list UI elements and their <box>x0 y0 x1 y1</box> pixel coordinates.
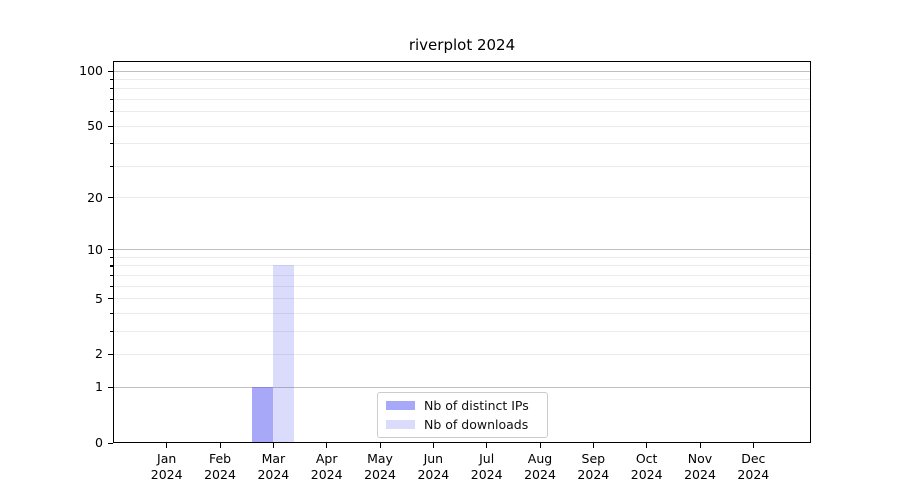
chart-title: riverplot 2024 <box>408 36 516 54</box>
minor-gridline <box>114 165 810 167</box>
x-tick-label: Apr 2024 <box>310 451 343 482</box>
minor-gridline <box>114 78 810 80</box>
y-minor-tick-mark <box>110 298 113 300</box>
minor-gridline <box>114 298 810 300</box>
minor-gridline <box>114 285 810 287</box>
y-minor-tick-mark <box>110 78 113 81</box>
major-gridline <box>114 386 810 388</box>
y-tick-label: 0 <box>95 435 103 450</box>
x-tick-label: Jun 2024 <box>417 451 450 482</box>
legend: Nb of distinct IPs Nb of downloads <box>377 392 548 438</box>
minor-gridline <box>114 312 810 314</box>
plot-area <box>113 61 811 443</box>
x-tick-label: Aug 2024 <box>524 451 556 482</box>
y-minor-tick-mark <box>110 274 113 277</box>
y-minor-tick-mark <box>110 197 113 199</box>
y-minor-tick-mark <box>110 98 113 101</box>
x-tick-mark <box>539 443 541 448</box>
x-tick-mark <box>699 443 701 448</box>
x-tick-mark <box>592 443 595 448</box>
x-tick-label: May 2024 <box>364 451 396 482</box>
minor-gridline <box>114 256 810 258</box>
x-tick-mark <box>646 443 648 448</box>
minor-gridline <box>114 88 810 90</box>
y-tick-label: 20 <box>87 189 103 205</box>
legend-entry-distinct-ips: Nb of distinct IPs <box>386 398 539 413</box>
minor-gridline <box>114 353 810 355</box>
x-tick-mark <box>272 443 275 448</box>
y-minor-tick-mark <box>110 285 113 287</box>
y-minor-tick-mark <box>110 111 113 113</box>
y-minor-tick-mark <box>110 125 113 127</box>
x-tick-mark <box>326 443 328 448</box>
y-minor-tick-mark <box>110 353 113 356</box>
y-tick-mark <box>108 442 113 444</box>
x-tick-mark <box>432 443 435 448</box>
legend-swatch-downloads <box>386 420 415 429</box>
x-tick-label: Mar 2024 <box>257 451 290 482</box>
x-tick-label: Sep 2024 <box>577 451 610 482</box>
minor-gridline <box>114 98 810 100</box>
y-minor-tick-mark <box>110 88 113 90</box>
x-tick-label: Dec 2024 <box>737 451 770 482</box>
x-tick-mark <box>166 443 168 448</box>
legend-label-downloads: Nb of downloads <box>424 417 529 432</box>
y-tick-label: 50 <box>87 118 103 134</box>
x-tick-label: Oct 2024 <box>630 451 663 482</box>
minor-gridline <box>114 111 810 113</box>
minor-gridline <box>114 265 810 267</box>
x-tick-label: Nov 2024 <box>684 451 716 482</box>
major-gridline <box>114 249 810 251</box>
minor-gridline <box>114 274 810 276</box>
x-tick-mark <box>379 443 381 448</box>
y-minor-tick-mark <box>110 312 113 314</box>
x-tick-mark <box>219 443 221 448</box>
major-gridline <box>114 70 810 72</box>
y-tick-label: 5 <box>95 290 103 306</box>
x-tick-mark <box>486 443 488 448</box>
y-tick-label: 10 <box>87 241 103 257</box>
y-minor-tick-mark <box>110 165 113 167</box>
legend-label-distinct-ips: Nb of distinct IPs <box>424 398 529 413</box>
y-tick-label: 2 <box>95 346 103 362</box>
x-tick-mark <box>752 443 755 448</box>
y-tick-mark <box>108 386 113 388</box>
minor-gridline <box>114 197 810 199</box>
legend-entry-downloads: Nb of downloads <box>386 417 539 432</box>
y-tick-mark <box>108 249 113 251</box>
y-tick-label: 1 <box>95 379 103 395</box>
y-minor-tick-mark <box>110 256 113 259</box>
y-minor-tick-mark <box>110 330 113 332</box>
y-minor-tick-mark <box>110 143 113 145</box>
x-tick-label: Feb 2024 <box>204 451 236 482</box>
x-tick-label: Jan 2024 <box>150 451 183 482</box>
legend-swatch-distinct-ips <box>386 401 415 410</box>
minor-gridline <box>114 125 810 127</box>
minor-gridline <box>114 143 810 145</box>
y-tick-mark <box>108 70 113 72</box>
y-minor-tick-mark <box>110 265 113 267</box>
x-tick-label: Jul 2024 <box>470 451 503 482</box>
minor-gridline <box>114 330 810 332</box>
bar-distinct-ips <box>251 386 273 443</box>
bar-downloads <box>272 265 295 443</box>
y-tick-label: 100 <box>79 63 103 78</box>
